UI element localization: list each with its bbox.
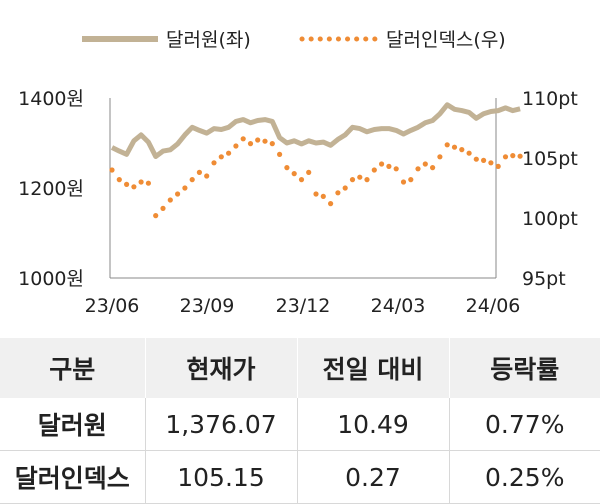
dxy-point-6 xyxy=(153,213,159,219)
fx-table: 구분 현재가 전일 대비 등락률 달러원 1,376.07 10.49 0.77… xyxy=(0,338,600,504)
legend-label-dxy: 달러인덱스(우) xyxy=(386,29,506,51)
dxy-point-40 xyxy=(400,179,407,185)
dxy-point-10 xyxy=(182,185,188,191)
series-dxy xyxy=(109,136,523,219)
dxy-point-30 xyxy=(328,201,334,207)
y-right-tick-105: 105pt xyxy=(522,148,578,170)
dxy-point-35 xyxy=(364,177,370,183)
header-change-rate: 등락률 xyxy=(448,338,600,398)
cell-current-price: 105.15 xyxy=(144,450,297,504)
dxy-point-47 xyxy=(451,144,458,150)
usdkrw-line xyxy=(110,102,521,159)
dxy-point-11 xyxy=(189,177,195,183)
y-right-ticks: 110pt 105pt 100pt 95pt xyxy=(522,88,578,290)
dxy-point-5 xyxy=(145,180,151,186)
dxy-point-18 xyxy=(240,136,246,142)
dxy-point-52 xyxy=(488,160,494,166)
dxy-point-49 xyxy=(466,150,472,156)
dxy-point-1 xyxy=(116,177,122,183)
cell-name: 달러원 xyxy=(0,398,145,451)
dxy-point-45 xyxy=(437,154,443,160)
dxy-point-44 xyxy=(430,165,436,171)
dxy-point-9 xyxy=(175,191,181,197)
dxy-point-56 xyxy=(517,153,523,159)
dxy-point-50 xyxy=(473,156,479,162)
dxy-point-31 xyxy=(335,190,341,196)
x-tick-2306: 23/06 xyxy=(85,295,140,317)
x-tick-2312: 23/12 xyxy=(276,295,331,317)
dxy-point-38 xyxy=(386,163,392,169)
dxy-point-16 xyxy=(226,150,232,156)
dxy-point-4 xyxy=(138,179,144,185)
table-row: 달러인덱스 105.15 0.27 0.25% xyxy=(0,450,600,504)
dxy-point-34 xyxy=(357,174,363,180)
dxy-point-3 xyxy=(131,184,137,190)
dxy-point-12 xyxy=(196,169,202,175)
dxy-point-20 xyxy=(255,137,261,143)
table-header-row: 구분 현재가 전일 대비 등락률 xyxy=(0,338,600,398)
dxy-point-7 xyxy=(160,205,166,211)
y-left-ticks: 1400원 1200원 1000원 xyxy=(18,88,84,290)
dxy-point-51 xyxy=(481,157,487,163)
dxy-point-32 xyxy=(342,185,348,191)
dxy-point-17 xyxy=(233,143,239,149)
dxy-point-28 xyxy=(313,191,319,197)
dxy-point-54 xyxy=(502,154,509,160)
dxy-point-43 xyxy=(422,161,428,167)
x-tick-2309: 23/09 xyxy=(180,295,235,317)
dxy-point-19 xyxy=(247,141,254,147)
dxy-point-24 xyxy=(284,165,290,171)
dxy-point-41 xyxy=(408,177,414,183)
dxy-point-13 xyxy=(204,173,210,179)
fx-chart: 달러원(좌) 달러인덱스(우) 1400원 1200원 1000원 110pt … xyxy=(18,29,578,317)
dxy-point-27 xyxy=(306,169,312,175)
y-left-tick-1200: 1200원 xyxy=(18,178,84,200)
legend-label-usdkrw: 달러원(좌) xyxy=(166,29,251,51)
dxy-point-53 xyxy=(495,163,501,169)
dxy-point-8 xyxy=(167,197,173,203)
y-right-tick-100: 100pt xyxy=(522,208,578,230)
cell-change-rate: 0.25% xyxy=(448,450,600,504)
cell-change: 0.27 xyxy=(296,450,449,504)
dxy-point-26 xyxy=(298,177,305,183)
y-right-tick-95: 95pt xyxy=(522,268,566,290)
y-right-tick-110: 110pt xyxy=(522,88,578,110)
header-change: 전일 대비 xyxy=(296,338,449,398)
header-category: 구분 xyxy=(0,338,145,398)
dxy-point-14 xyxy=(211,160,217,166)
dxy-point-39 xyxy=(393,166,399,172)
cell-change: 10.49 xyxy=(296,398,449,451)
dxy-point-37 xyxy=(379,161,385,167)
x-ticks: 23/06 23/09 23/12 24/03 24/06 xyxy=(85,295,521,317)
dxy-point-25 xyxy=(291,171,297,177)
dxy-point-21 xyxy=(262,138,268,144)
cell-change-rate: 0.77% xyxy=(448,398,600,451)
dxy-point-46 xyxy=(444,142,450,148)
dxy-point-42 xyxy=(415,166,421,172)
dxy-point-0 xyxy=(109,167,115,173)
dxy-point-23 xyxy=(277,151,283,157)
dxy-point-15 xyxy=(218,154,224,160)
legend: 달러원(좌) 달러인덱스(우) xyxy=(82,29,506,51)
table-row: 달러원 1,376.07 10.49 0.77% xyxy=(0,398,600,451)
cell-name: 달러인덱스 xyxy=(0,450,145,504)
dxy-point-29 xyxy=(320,193,326,199)
series-layer xyxy=(109,102,523,219)
dxy-point-22 xyxy=(269,141,275,147)
x-tick-2403: 24/03 xyxy=(371,295,426,317)
dxy-point-48 xyxy=(459,147,465,153)
dxy-point-2 xyxy=(124,181,130,187)
x-tick-2406: 24/06 xyxy=(466,295,521,317)
cell-current-price: 1,376.07 xyxy=(144,398,297,451)
dxy-point-55 xyxy=(510,153,516,159)
dxy-point-33 xyxy=(349,177,356,183)
header-current-price: 현재가 xyxy=(144,338,297,398)
dxy-point-36 xyxy=(371,167,377,173)
y-left-tick-1000: 1000원 xyxy=(18,268,84,290)
series-usdkrw xyxy=(110,102,521,159)
y-left-tick-1400: 1400원 xyxy=(18,88,84,110)
